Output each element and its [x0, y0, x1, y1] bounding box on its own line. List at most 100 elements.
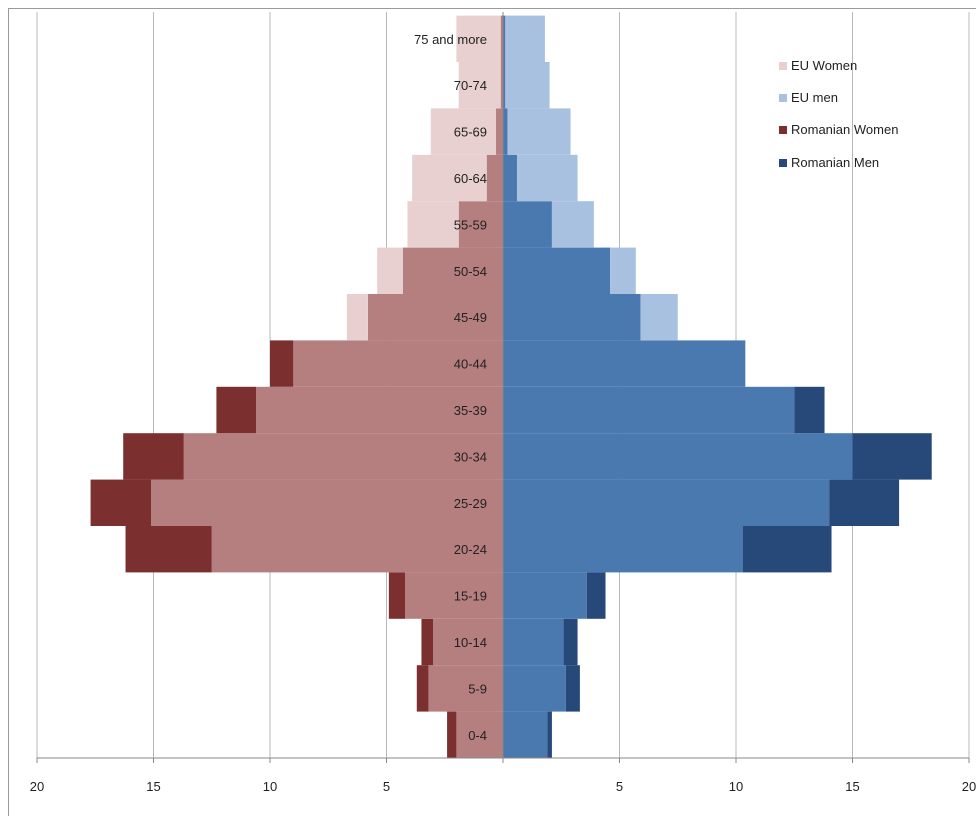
age-label: 30-34 — [454, 449, 487, 464]
bar-men-overlap — [503, 479, 830, 526]
bar-romanian-men — [563, 618, 578, 666]
age-label: 15-19 — [454, 589, 487, 604]
bar-men-overlap — [503, 386, 795, 434]
legend-swatch — [779, 94, 787, 102]
age-label: 35-39 — [454, 403, 487, 418]
bar-women-overlap — [458, 201, 503, 248]
bar-eu-women — [377, 247, 403, 294]
bar-women-overlap — [428, 665, 503, 712]
bar-women-overlap — [183, 433, 504, 480]
age-label: 45-49 — [454, 310, 487, 325]
bar-women-overlap — [293, 340, 503, 387]
bar-eu-women — [346, 294, 368, 341]
bar-eu-women — [412, 154, 487, 202]
age-label: 40-44 — [454, 357, 487, 372]
legend-swatch — [779, 126, 787, 134]
bar-romanian-men — [565, 665, 580, 712]
bar-eu-men — [551, 201, 594, 248]
bar-romanian-women — [270, 340, 294, 387]
bar-women-overlap — [256, 386, 503, 434]
legend: EU Women EU men Romanian Women Romanian Men — [779, 58, 898, 170]
x-tick-label: 5 — [383, 779, 390, 794]
bar-men-overlap — [503, 247, 611, 294]
bar-men-overlap — [503, 294, 641, 341]
bar-men-overlap — [503, 526, 743, 573]
bar-women-overlap — [433, 618, 503, 666]
bar-men-overlap — [503, 711, 548, 758]
bar-romanian-women — [216, 386, 257, 434]
bar-eu-women — [458, 62, 501, 109]
x-tick-label: 15 — [146, 779, 160, 794]
bar-women-overlap — [402, 247, 503, 294]
legend-label: EU Women — [791, 58, 857, 73]
bar-romanian-men — [547, 711, 552, 758]
bar-women-overlap — [500, 15, 503, 63]
bar-men-overlap — [503, 618, 564, 666]
bar-eu-women — [407, 201, 459, 248]
bar-women-overlap — [496, 108, 503, 155]
bar-eu-men — [505, 15, 545, 63]
age-label: 65-69 — [454, 125, 487, 140]
bar-men-overlap — [503, 108, 508, 155]
x-tick-label: 10 — [263, 779, 277, 794]
legend-label: EU men — [791, 90, 838, 105]
bar-romanian-women — [447, 711, 457, 758]
bar-men-overlap — [503, 201, 552, 248]
bar-romanian-men — [794, 386, 825, 434]
bar-women-overlap — [367, 294, 503, 341]
age-label: 50-54 — [454, 264, 487, 279]
age-label: 20-24 — [454, 542, 487, 557]
bar-eu-women — [456, 15, 501, 63]
bar-men-overlap — [503, 572, 587, 619]
age-label: 10-14 — [454, 635, 487, 650]
bar-romanian-women — [388, 572, 406, 619]
age-label: 0-4 — [468, 728, 487, 743]
age-label: 70-74 — [454, 78, 487, 93]
bar-eu-men — [610, 247, 636, 294]
bar-romanian-men — [852, 433, 932, 480]
legend-swatch — [779, 62, 787, 70]
bar-romanian-women — [416, 665, 429, 712]
age-labels: 0-4 5-9 10-14 15-19 20-24 25-29 30-34 35-39 40-4… — [414, 32, 487, 743]
bar-women-overlap — [500, 62, 503, 109]
bar-eu-men — [640, 294, 678, 341]
legend-swatch — [779, 159, 787, 167]
age-label: 75 and more — [414, 32, 487, 47]
age-label: 55-59 — [454, 217, 487, 232]
bar-romanian-women — [90, 479, 152, 526]
bar-men-overlap — [503, 62, 506, 109]
x-axis: 20 15 10 5 5 10 15 20 — [30, 12, 976, 794]
x-tick-label: 5 — [616, 779, 623, 794]
bar-romanian-women — [123, 433, 184, 480]
bar-men-overlap — [503, 665, 566, 712]
x-tick-label: 15 — [845, 779, 859, 794]
bar-men-overlap — [503, 433, 853, 480]
bar-romanian-women — [125, 526, 212, 573]
bar-men-overlap — [503, 154, 517, 202]
bar-romanian-women — [421, 618, 434, 666]
bar-eu-men — [505, 62, 550, 109]
bar-eu-men — [516, 154, 578, 202]
bar-women-overlap — [211, 526, 503, 573]
bar-romanian-men — [829, 479, 900, 526]
bar-romanian-men — [742, 526, 832, 573]
age-label: 5-9 — [468, 681, 487, 696]
bar-eu-men — [507, 108, 571, 155]
x-tick-label: 20 — [962, 779, 976, 794]
bar-men-overlap — [503, 15, 506, 63]
legend-label: Romanian Women — [791, 122, 898, 137]
bar-women-overlap — [151, 479, 504, 526]
age-label: 25-29 — [454, 496, 487, 511]
bars — [90, 15, 932, 758]
bar-romanian-men — [586, 572, 606, 619]
x-tick-label: 20 — [30, 779, 44, 794]
bar-women-overlap — [405, 572, 503, 619]
bar-women-overlap — [456, 711, 503, 758]
bar-eu-women — [430, 108, 497, 155]
age-label: 60-64 — [454, 171, 487, 186]
bar-women-overlap — [486, 154, 503, 202]
bar-men-overlap — [503, 340, 746, 387]
legend-label: Romanian Men — [791, 155, 879, 170]
x-tick-label: 10 — [729, 779, 743, 794]
